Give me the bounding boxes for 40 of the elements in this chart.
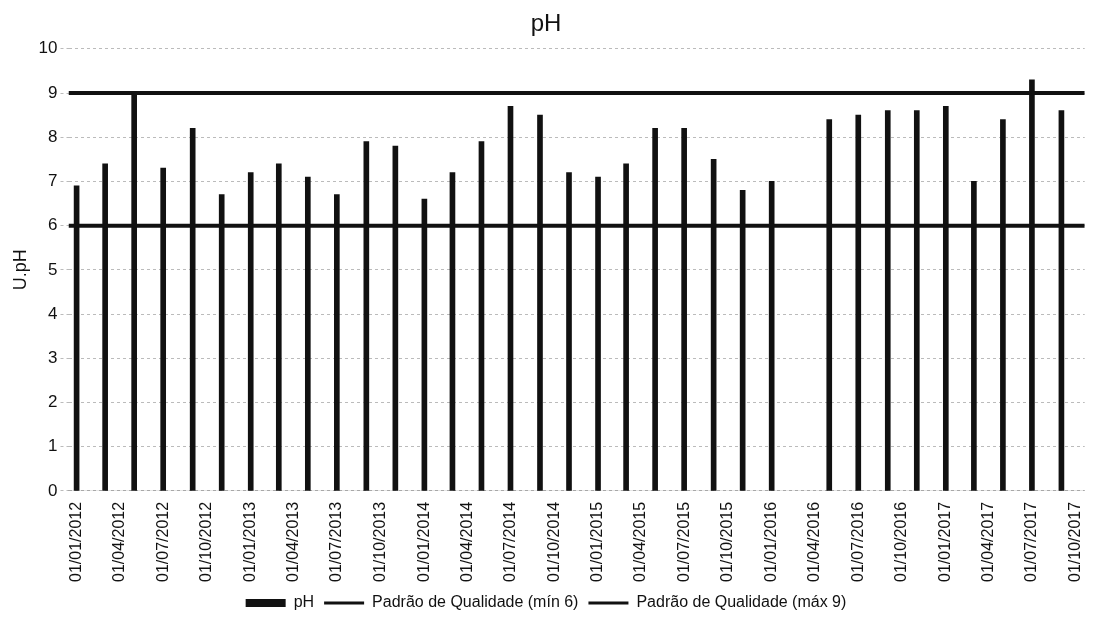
legend-label: pH	[293, 593, 315, 611]
x-tick-label: 01/10/2013	[371, 501, 389, 582]
y-tick-label: 0	[48, 480, 58, 500]
y-tick-label: 5	[48, 259, 58, 279]
y-tick-label: 2	[48, 392, 58, 412]
x-tick-label: 01/10/2015	[718, 501, 736, 582]
x-tick-label: 01/01/2016	[762, 501, 780, 582]
x-tick-label: 01/01/2015	[588, 501, 606, 582]
x-tick-label: 01/04/2016	[805, 501, 823, 582]
y-tick-label: 7	[48, 171, 58, 191]
x-tick-label: 01/10/2017	[1066, 501, 1084, 582]
y-tick-label: 4	[48, 303, 58, 323]
y-tick-label: 3	[48, 347, 58, 367]
x-tick-label: 01/10/2016	[892, 501, 910, 582]
legend-label: Padrão de Qualidade (mín 6)	[372, 593, 579, 611]
x-tick-label: 01/01/2017	[936, 501, 954, 582]
x-tick-label: 01/07/2014	[500, 501, 518, 582]
chart-title: pH	[530, 9, 562, 37]
x-tick-label: 01/07/2016	[848, 501, 866, 582]
x-tick-label: 01/04/2015	[631, 501, 649, 582]
x-tick-label: 01/01/2013	[241, 501, 259, 582]
x-tick-label: 01/04/2014	[457, 501, 475, 582]
legend-label: Padrão de Qualidade (máx 9)	[636, 593, 847, 611]
x-tick-label: 01/04/2012	[110, 501, 128, 582]
x-tick-label: 01/01/2014	[414, 501, 432, 582]
x-tick-label: 01/01/2012	[67, 501, 84, 582]
y-tick-label: 6	[48, 215, 58, 235]
x-tick-label: 01/07/2017	[1022, 501, 1040, 582]
x-tick-label: 01/10/2012	[197, 501, 215, 582]
x-tick-label: 01/10/2014	[544, 501, 562, 582]
y-tick-label: 10	[38, 38, 58, 58]
y-tick-label: 9	[48, 82, 58, 102]
y-tick-label: 8	[48, 126, 58, 146]
y-tick-label: 1	[48, 436, 58, 456]
x-tick-label: 01/07/2013	[327, 501, 345, 582]
x-tick-label: 01/04/2013	[283, 501, 301, 582]
x-tick-label: 01/04/2017	[979, 501, 997, 582]
x-tick-label: 01/07/2012	[153, 501, 171, 582]
x-tick-label: 01/07/2015	[674, 501, 692, 582]
y-axis-title: U.pH	[9, 249, 30, 291]
